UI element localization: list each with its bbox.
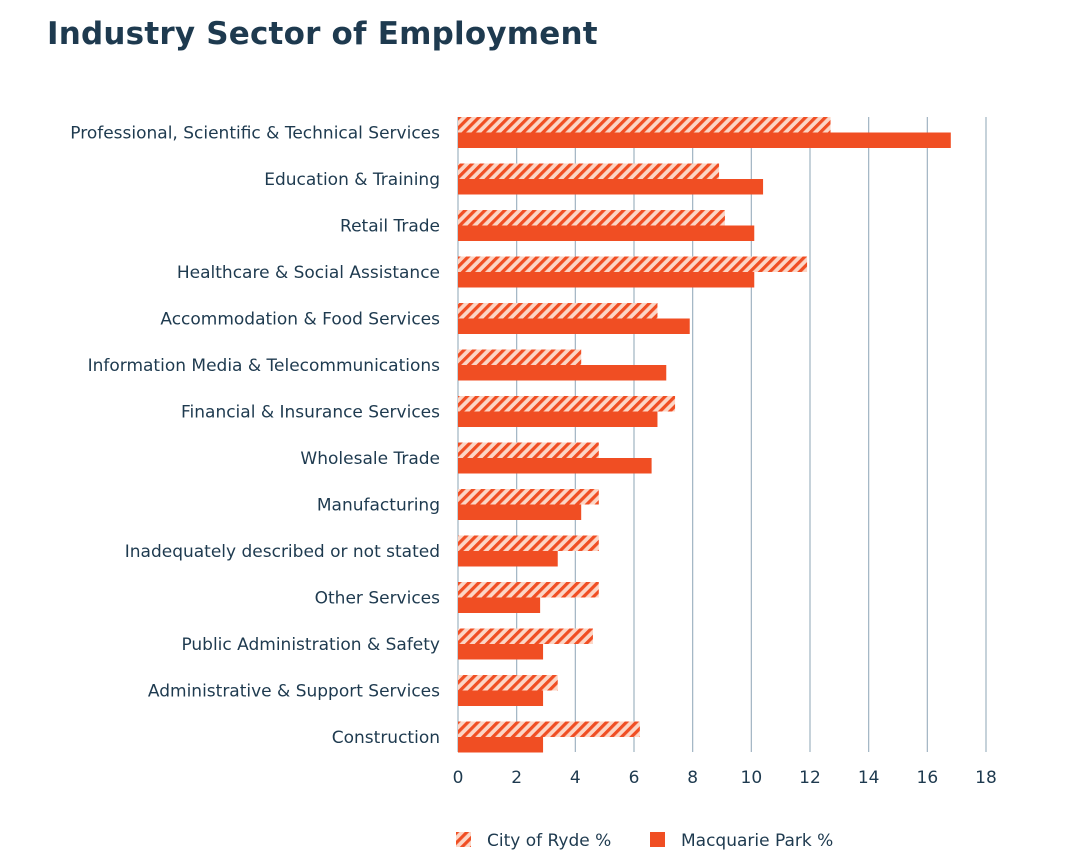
bar-city-of-ryde bbox=[458, 582, 599, 598]
bar-city-of-ryde bbox=[458, 535, 599, 551]
category-label: Public Administration & Safety bbox=[181, 635, 440, 655]
x-tick-label: 6 bbox=[629, 768, 640, 788]
bar-city-of-ryde bbox=[458, 117, 831, 133]
category-label: Administrative & Support Services bbox=[148, 682, 440, 702]
bar-macquarie-park bbox=[458, 504, 582, 520]
bar-macquarie-park bbox=[458, 458, 652, 474]
category-label: Education & Training bbox=[264, 170, 440, 190]
bar-city-of-ryde bbox=[458, 163, 720, 179]
category-label: Financial & Insurance Services bbox=[181, 403, 440, 423]
legend-label: City of Ryde % bbox=[487, 831, 611, 851]
bar-city-of-ryde bbox=[458, 489, 599, 505]
x-tick-label: 10 bbox=[741, 768, 763, 788]
x-tick-label: 8 bbox=[687, 768, 698, 788]
category-label: Healthcare & Social Assistance bbox=[177, 263, 440, 283]
bar-macquarie-park bbox=[458, 272, 755, 288]
bar-city-of-ryde bbox=[458, 628, 593, 644]
legend-swatch-city-of-ryde bbox=[456, 832, 471, 847]
bar-city-of-ryde bbox=[458, 396, 676, 412]
bar-macquarie-park bbox=[458, 597, 541, 613]
chart-title: Industry Sector of Employment bbox=[47, 16, 598, 52]
x-tick-label: 16 bbox=[917, 768, 939, 788]
bar-city-of-ryde bbox=[458, 349, 582, 365]
bar-macquarie-park bbox=[458, 690, 544, 706]
bar-macquarie-park bbox=[458, 318, 690, 334]
bar-macquarie-park bbox=[458, 551, 558, 567]
bar-city-of-ryde bbox=[458, 256, 808, 272]
bar-macquarie-park bbox=[458, 132, 951, 148]
x-tick-label: 18 bbox=[975, 768, 997, 788]
bar-city-of-ryde bbox=[458, 721, 640, 737]
legend-swatch-macquarie-park bbox=[650, 832, 665, 847]
category-label: Inadequately described or not stated bbox=[125, 542, 440, 562]
category-label: Retail Trade bbox=[340, 217, 440, 237]
bar-macquarie-park bbox=[458, 644, 544, 660]
category-label: Other Services bbox=[315, 589, 441, 609]
x-tick-label: 4 bbox=[570, 768, 581, 788]
category-label: Professional, Scientific & Technical Ser… bbox=[70, 124, 440, 144]
x-tick-label: 0 bbox=[453, 768, 464, 788]
bar-macquarie-park bbox=[458, 365, 667, 381]
legend-label: Macquarie Park % bbox=[681, 831, 833, 851]
x-tick-label: 2 bbox=[511, 768, 522, 788]
bar-city-of-ryde bbox=[458, 303, 658, 319]
category-label: Wholesale Trade bbox=[300, 449, 440, 469]
bar-macquarie-park bbox=[458, 225, 755, 241]
bar-macquarie-park bbox=[458, 411, 658, 427]
bar-macquarie-park bbox=[458, 737, 544, 753]
category-label: Construction bbox=[332, 728, 440, 748]
bar-city-of-ryde bbox=[458, 210, 725, 226]
bar-city-of-ryde bbox=[458, 442, 599, 458]
x-tick-label: 12 bbox=[799, 768, 821, 788]
category-label: Manufacturing bbox=[317, 496, 440, 516]
category-label: Accommodation & Food Services bbox=[160, 310, 440, 330]
bar-city-of-ryde bbox=[458, 675, 558, 691]
bar-macquarie-park bbox=[458, 179, 764, 195]
x-tick-label: 14 bbox=[858, 768, 880, 788]
category-label: Information Media & Telecommunications bbox=[88, 356, 441, 376]
